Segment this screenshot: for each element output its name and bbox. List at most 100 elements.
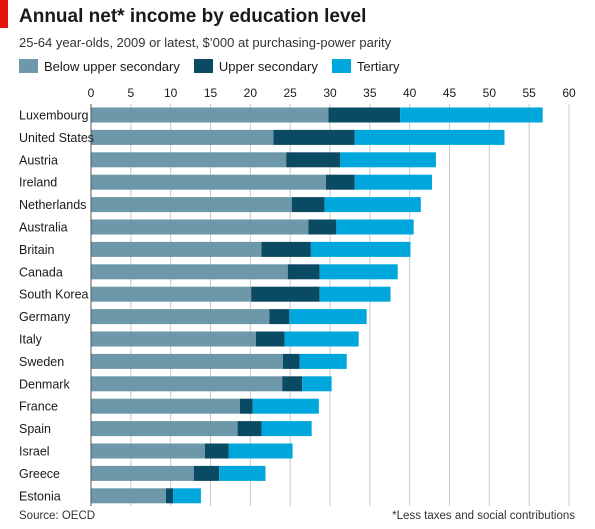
category-label-australia: Australia bbox=[19, 221, 68, 235]
x-tick-label: 40 bbox=[403, 86, 417, 100]
bar-luxembourg-upper-secondary bbox=[328, 107, 401, 123]
bar-germany-upper-secondary bbox=[269, 309, 290, 325]
bar-estonia-upper-secondary bbox=[165, 488, 174, 504]
bar-italy-upper-secondary bbox=[255, 331, 285, 347]
bar-israel-below-upper-secondary bbox=[91, 443, 205, 459]
x-tick-label: 15 bbox=[204, 86, 218, 100]
chart-legend: Below upper secondary Upper secondary Te… bbox=[19, 57, 413, 75]
bar-canada-tertiary bbox=[319, 264, 398, 280]
legend-label-below-upper-secondary: Below upper secondary bbox=[44, 58, 180, 74]
bar-greece-tertiary bbox=[219, 465, 266, 481]
category-label-ireland: Ireland bbox=[19, 176, 57, 190]
x-tick-label: 20 bbox=[244, 86, 258, 100]
x-tick-label: 55 bbox=[522, 86, 536, 100]
x-tick-label: 50 bbox=[483, 86, 497, 100]
category-label-spain: Spain bbox=[19, 422, 51, 436]
bar-israel-upper-secondary bbox=[204, 443, 229, 459]
bar-estonia-tertiary bbox=[173, 488, 201, 504]
x-axis-ticks: 0 5 10 15 20 25 30 35 40 45 50 55 60 bbox=[88, 86, 576, 100]
category-label-united-states: United States bbox=[19, 131, 94, 145]
bar-britain-below-upper-secondary bbox=[91, 241, 262, 257]
bar-denmark-tertiary bbox=[302, 376, 332, 392]
category-label-canada: Canada bbox=[19, 265, 63, 279]
chart-subtitle: 25-64 year-olds, 2009 or latest, $’000 a… bbox=[19, 35, 392, 50]
bar-britain-upper-secondary bbox=[261, 241, 311, 257]
x-tick-label: 10 bbox=[164, 86, 178, 100]
bar-austria-upper-secondary bbox=[286, 152, 341, 168]
legend-swatch-tertiary bbox=[331, 59, 351, 73]
bar-united-states-tertiary bbox=[354, 129, 505, 145]
bar-britain-tertiary bbox=[310, 241, 411, 257]
category-label-estonia: Estonia bbox=[19, 489, 61, 503]
category-label-sweden: Sweden bbox=[19, 355, 64, 369]
legend-swatch-upper-secondary bbox=[193, 59, 213, 73]
category-label-italy: Italy bbox=[19, 333, 43, 347]
bar-spain-tertiary bbox=[261, 421, 312, 437]
bar-australia-below-upper-secondary bbox=[91, 219, 309, 235]
bar-france-upper-secondary bbox=[239, 398, 253, 414]
bar-south-korea-upper-secondary bbox=[251, 286, 320, 302]
bar-netherlands-below-upper-secondary bbox=[91, 197, 292, 213]
bar-sweden-tertiary bbox=[299, 353, 347, 369]
x-tick-label: 5 bbox=[127, 86, 134, 100]
bar-ireland-below-upper-secondary bbox=[91, 174, 327, 190]
bar-south-korea-tertiary bbox=[319, 286, 391, 302]
bar-greece-below-upper-secondary bbox=[91, 465, 194, 481]
category-label-greece: Greece bbox=[19, 467, 60, 481]
x-tick-label: 35 bbox=[363, 86, 377, 100]
bar-ireland-upper-secondary bbox=[326, 174, 355, 190]
category-label-denmark: Denmark bbox=[19, 377, 70, 391]
bar-spain-upper-secondary bbox=[237, 421, 262, 437]
bar-france-below-upper-secondary bbox=[91, 398, 240, 414]
bar-netherlands-tertiary bbox=[324, 197, 421, 213]
bar-germany-tertiary bbox=[289, 309, 367, 325]
category-label-israel: Israel bbox=[19, 445, 50, 459]
category-label-france: France bbox=[19, 400, 58, 414]
bar-australia-tertiary bbox=[336, 219, 414, 235]
bar-canada-upper-secondary bbox=[287, 264, 320, 280]
bar-denmark-upper-secondary bbox=[282, 376, 303, 392]
source-note: Source: OECD bbox=[19, 510, 96, 522]
category-label-austria: Austria bbox=[19, 153, 58, 167]
bar-luxembourg-below-upper-secondary bbox=[91, 107, 329, 123]
legend-item-upper-secondary: Upper secondary bbox=[193, 58, 318, 74]
bar-australia-upper-secondary bbox=[308, 219, 337, 235]
bars bbox=[91, 107, 543, 504]
footnote: *Less taxes and social contributions bbox=[392, 510, 575, 522]
bar-italy-below-upper-secondary bbox=[91, 331, 256, 347]
category-labels: Luxembourg United States Austria Ireland Net… bbox=[19, 109, 94, 504]
bar-denmark-below-upper-secondary bbox=[91, 376, 283, 392]
bar-canada-below-upper-secondary bbox=[91, 264, 288, 280]
category-label-germany: Germany bbox=[19, 310, 71, 324]
bar-united-states-upper-secondary bbox=[273, 129, 355, 145]
bar-united-states-below-upper-secondary bbox=[91, 129, 274, 145]
x-tick-label: 30 bbox=[323, 86, 337, 100]
bar-greece-upper-secondary bbox=[193, 465, 220, 481]
bar-sweden-below-upper-secondary bbox=[91, 353, 283, 369]
bar-israel-tertiary bbox=[228, 443, 293, 459]
legend-item-below-upper-secondary: Below upper secondary bbox=[19, 59, 180, 74]
legend-label-tertiary: Tertiary bbox=[356, 58, 400, 74]
bar-estonia-below-upper-secondary bbox=[91, 488, 166, 504]
category-label-luxembourg: Luxembourg bbox=[19, 109, 89, 123]
bar-germany-below-upper-secondary bbox=[91, 309, 270, 325]
bar-spain-below-upper-secondary bbox=[91, 421, 238, 437]
x-tick-label: 25 bbox=[283, 86, 297, 100]
legend-swatch-below-upper-secondary bbox=[19, 59, 38, 73]
bar-south-korea-below-upper-secondary bbox=[91, 286, 252, 302]
bar-sweden-upper-secondary bbox=[282, 353, 300, 369]
legend-label-upper-secondary: Upper secondary bbox=[218, 58, 318, 74]
bar-italy-tertiary bbox=[284, 331, 359, 347]
bar-netherlands-upper-secondary bbox=[291, 197, 325, 213]
category-label-netherlands: Netherlands bbox=[19, 198, 86, 212]
legend-item-tertiary: Tertiary bbox=[331, 58, 400, 74]
chart-title: Annual net* income by education level bbox=[19, 6, 367, 27]
bar-france-tertiary bbox=[252, 398, 319, 414]
bar-ireland-tertiary bbox=[354, 174, 432, 190]
x-tick-label: 60 bbox=[562, 86, 576, 100]
category-label-south-korea: South Korea bbox=[19, 288, 89, 302]
bar-luxembourg-tertiary bbox=[400, 107, 543, 123]
brand-accent-bar bbox=[0, 0, 8, 28]
x-tick-label: 45 bbox=[443, 86, 457, 100]
